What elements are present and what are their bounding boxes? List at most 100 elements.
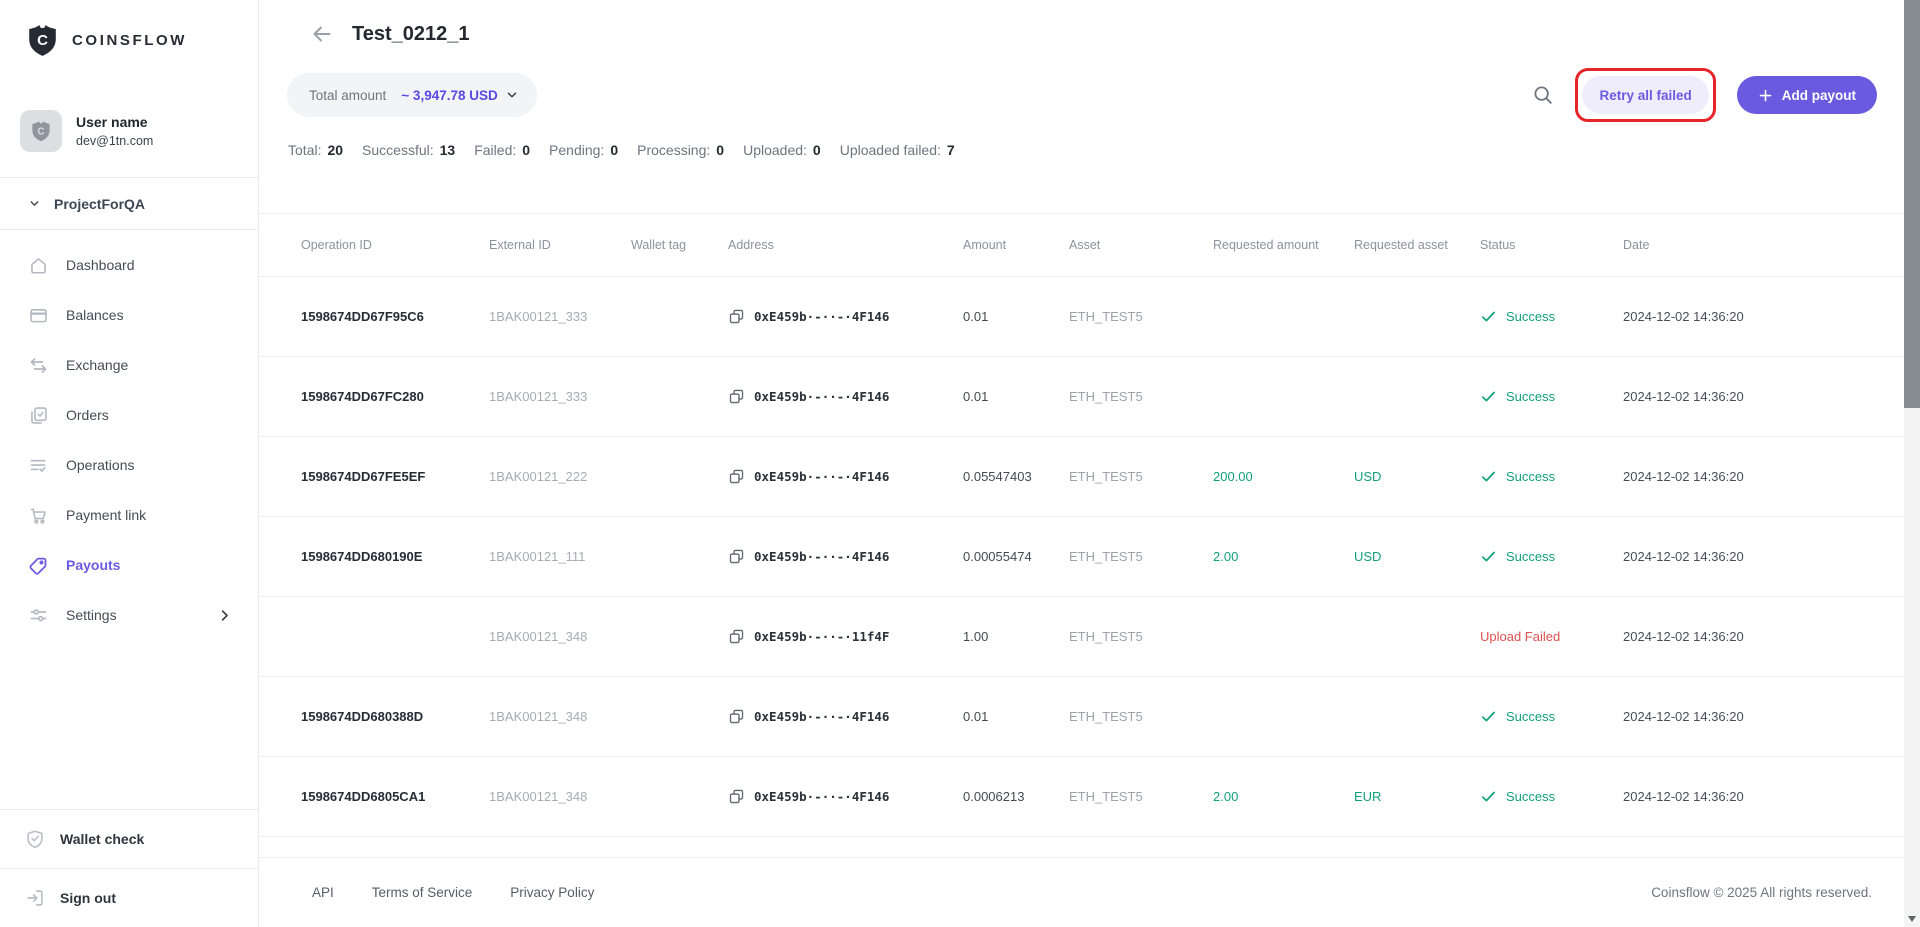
cell-asset: ETH_TEST5 <box>1069 709 1143 724</box>
cell-external-id: 1BAK00121_333 <box>489 309 588 324</box>
search-button[interactable] <box>1532 84 1554 106</box>
cell-date: 2024-12-02 14:36:20 <box>1623 789 1744 804</box>
page-footer: API Terms of Service Privacy Policy Coin… <box>259 857 1904 926</box>
sidebar-item-payment-link[interactable]: Payment link <box>0 490 258 540</box>
sidebar-item-settings[interactable]: Settings <box>0 590 258 640</box>
copy-icon[interactable] <box>728 548 745 565</box>
cell-amount: 0.05547403 <box>963 469 1032 484</box>
header-actions: Retry all failed Add payout <box>1532 68 1877 122</box>
chevron-down-icon <box>28 197 41 210</box>
cell-external-id: 1BAK00121_111 <box>489 549 586 564</box>
project-selector[interactable]: ProjectForQA <box>0 177 258 230</box>
cell-asset: ETH_TEST5 <box>1069 629 1143 644</box>
cell-requested-amount: 2.00 <box>1213 549 1239 564</box>
cell-status: Success <box>1480 308 1623 325</box>
status-text: Success <box>1506 709 1556 724</box>
stat-processing: Processing: 0 <box>637 142 725 158</box>
user-block: C User name dev@1tn.com <box>20 110 258 152</box>
cell-amount: 0.01 <box>963 309 989 324</box>
footer-link-privacy[interactable]: Privacy Policy <box>510 884 595 900</box>
tag-icon <box>28 555 49 576</box>
cell-operation-id: 1598674DD6805CA1 <box>301 789 426 804</box>
table-row[interactable]: 1598674DD680388D 1BAK00121_348 0xE459b·-… <box>259 677 1904 757</box>
check-icon <box>1480 548 1497 565</box>
cell-amount: 1.00 <box>963 629 989 644</box>
cell-status: Upload Failed <box>1480 629 1623 644</box>
footer-link-api[interactable]: API <box>312 884 334 900</box>
table-row[interactable]: 1BAK00121_348 0xE459b·-··-·11f4F 1.00 ET… <box>259 597 1904 677</box>
col-requested-asset: Requested asset <box>1354 238 1448 252</box>
chevron-right-icon <box>217 608 232 623</box>
address-text: 0xE459b·-··-·4F146 <box>754 469 890 484</box>
col-date: Date <box>1623 238 1650 252</box>
cell-address: 0xE459b·-··-·4F146 <box>728 548 963 565</box>
svg-text:C: C <box>37 32 48 49</box>
card-icon <box>28 305 49 326</box>
cell-asset: ETH_TEST5 <box>1069 789 1143 804</box>
total-amount-dropdown[interactable]: Total amount ~ 3,947.78 USD <box>287 73 537 117</box>
add-payout-button[interactable]: Add payout <box>1736 76 1877 114</box>
address-text: 0xE459b·-··-·11f4F <box>754 629 890 644</box>
status-text: Success <box>1506 389 1556 404</box>
cell-operation-id: 1598674DD680388D <box>301 709 424 724</box>
scrollbar-down-arrow-icon[interactable] <box>1907 916 1916 922</box>
cell-date: 2024-12-02 14:36:20 <box>1623 469 1744 484</box>
cell-status: Success <box>1480 388 1623 405</box>
check-icon <box>1480 468 1497 485</box>
cell-date: 2024-12-02 14:36:20 <box>1623 309 1744 324</box>
cell-date: 2024-12-02 14:36:20 <box>1623 629 1744 644</box>
status-text: Success <box>1506 469 1556 484</box>
copy-icon[interactable] <box>728 708 745 725</box>
wallet-check-item[interactable]: Wallet check <box>0 809 258 868</box>
footer-link-terms[interactable]: Terms of Service <box>371 884 473 900</box>
cell-address: 0xE459b·-··-·4F146 <box>728 308 963 325</box>
col-operation-id: Operation ID <box>301 238 372 252</box>
col-asset: Asset <box>1069 238 1101 252</box>
avatar: C <box>20 110 62 152</box>
table-row[interactable]: 1598674DD680190E 1BAK00121_111 0xE459b·-… <box>259 517 1904 597</box>
cell-address: 0xE459b·-··-·4F146 <box>728 468 963 485</box>
table-header: Operation ID External ID Wallet tag Addr… <box>259 213 1904 277</box>
copy-icon[interactable] <box>728 308 745 325</box>
status-text: Success <box>1506 549 1556 564</box>
table-body: 1598674DD67F95C6 1BAK00121_333 0xE459b·-… <box>259 277 1904 837</box>
sign-out-icon <box>24 887 46 909</box>
scrollbar-thumb[interactable] <box>1904 0 1920 408</box>
sidebar-item-operations[interactable]: Operations <box>0 440 258 490</box>
payouts-table: Operation ID External ID Wallet tag Addr… <box>259 213 1904 837</box>
sidebar-item-dashboard[interactable]: Dashboard <box>0 240 258 290</box>
cell-requested-amount: 200.00 <box>1213 469 1253 484</box>
retry-button-wrap: Retry all failed <box>1575 68 1716 122</box>
sidebar-item-orders[interactable]: Orders <box>0 390 258 440</box>
sidebar-item-exchange[interactable]: Exchange <box>0 340 258 390</box>
table-row[interactable]: 1598674DD67FC280 1BAK00121_333 0xE459b·-… <box>259 357 1904 437</box>
cell-external-id: 1BAK00121_348 <box>489 709 588 724</box>
back-button[interactable] <box>310 22 334 46</box>
copy-icon[interactable] <box>728 628 745 645</box>
sidebar-item-payouts[interactable]: Payouts <box>0 540 258 590</box>
copy-icon[interactable] <box>728 468 745 485</box>
plus-icon <box>1758 88 1773 103</box>
copy-icon[interactable] <box>728 788 745 805</box>
stat-uploaded-failed: Uploaded failed: 7 <box>839 142 955 158</box>
table-row[interactable]: 1598674DD67FE5EF 1BAK00121_222 0xE459b·-… <box>259 437 1904 517</box>
sidebar-item-balances[interactable]: Balances <box>0 290 258 340</box>
sign-out-item[interactable]: Sign out <box>0 868 258 927</box>
status-text: Upload Failed <box>1480 629 1561 644</box>
retry-all-failed-button[interactable]: Retry all failed <box>1582 76 1709 114</box>
cell-external-id: 1BAK00121_348 <box>489 629 588 644</box>
copy-icon[interactable] <box>728 388 745 405</box>
home-icon <box>28 255 49 276</box>
vertical-scrollbar[interactable] <box>1904 0 1920 927</box>
table-row[interactable]: 1598674DD6805CA1 1BAK00121_348 0xE459b·-… <box>259 757 1904 837</box>
table-row[interactable]: 1598674DD67F95C6 1BAK00121_333 0xE459b·-… <box>259 277 1904 357</box>
stat-total: Total: 20 <box>288 142 344 158</box>
cell-date: 2024-12-02 14:36:20 <box>1623 709 1744 724</box>
exchange-icon <box>28 355 49 376</box>
svg-text:C: C <box>37 126 44 137</box>
check-icon <box>1480 388 1497 405</box>
address-text: 0xE459b·-··-·4F146 <box>754 549 890 564</box>
col-external-id: External ID <box>489 238 551 252</box>
shield-check-icon <box>24 828 46 850</box>
cell-address: 0xE459b·-··-·4F146 <box>728 708 963 725</box>
